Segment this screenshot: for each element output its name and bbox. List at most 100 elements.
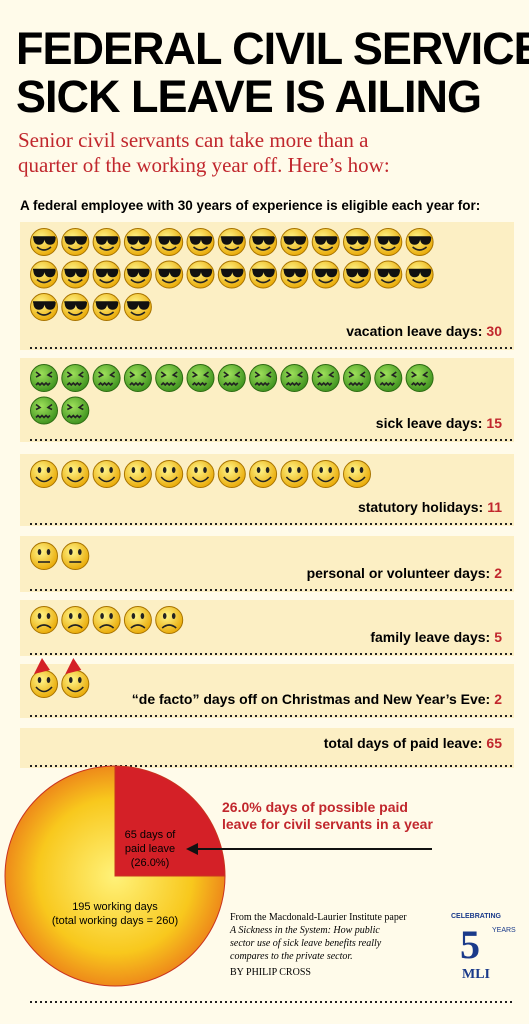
icon [186,460,215,488]
eye [328,467,332,473]
icon [92,260,121,289]
face [155,460,184,488]
eye [46,467,51,473]
face [61,228,90,256]
icon [92,606,121,634]
face [155,364,184,392]
glasses [158,236,181,245]
eyes [66,371,84,378]
glasses [33,301,56,310]
source-line: A Sickness in the System: How public [229,925,380,936]
mouth [129,381,145,387]
icon [30,542,58,570]
panel [20,664,514,718]
glasses [33,236,56,245]
face [343,260,371,289]
leave-row: family leave days: 5 [20,600,515,656]
value: 11 [487,499,502,515]
icon [280,228,309,256]
eyes [379,371,397,378]
glasses [220,236,244,245]
face [30,460,58,488]
glasses [95,236,119,245]
subtitle: quarter of the working year off. Here’s … [18,153,390,177]
eye [225,467,230,473]
face [374,228,403,256]
mouth [255,278,271,284]
slice-label: (total working days = 260) [52,915,178,927]
leave-row: vacation leave days: 30 [20,222,515,350]
mouth [36,278,52,284]
title: FEDERAL CIVIL SERVICE [16,23,529,74]
mouth [67,311,83,316]
subtitle: Senior civil servants can take more than… [18,128,369,152]
icon [343,228,371,256]
row-label: vacation leave days: 30 [346,323,502,339]
mouth [254,476,272,483]
face [280,260,309,289]
mouth [380,278,396,284]
icon [30,228,58,256]
eyes [98,371,116,378]
eye [288,467,292,473]
label: personal or volunteer days: [307,565,491,581]
eye [350,467,355,473]
eye [162,467,167,473]
label: total days of paid leave: [324,735,483,751]
mouth [35,476,53,483]
face [343,460,371,488]
icon [405,228,434,256]
face [123,460,152,488]
face [374,364,403,392]
mouth [191,476,210,483]
icon [280,460,309,488]
face [61,396,90,425]
face [30,606,58,634]
label: vacation leave days: [346,323,482,339]
face [123,293,152,321]
eye [46,613,51,619]
mouth [191,381,208,387]
row-label: total days of paid leave: 65 [324,735,503,751]
icon [123,228,152,256]
label: sick leave days: [376,415,483,431]
face [343,228,371,256]
eyes [348,371,366,378]
eye [78,613,82,619]
mouth [67,246,83,251]
face [280,460,309,488]
icon [280,364,309,392]
mouth [318,246,334,251]
mouth [412,246,428,251]
eye [131,467,136,473]
mouth [285,476,303,483]
eyes [35,371,53,378]
icon [30,606,58,634]
eyes [223,371,241,378]
mouth [160,476,178,483]
face [30,293,58,321]
mouth [36,246,52,251]
face [30,260,58,289]
eyes [254,371,272,378]
icon [61,228,90,256]
icon [186,228,215,256]
glasses [158,268,181,278]
glasses [95,268,119,278]
glasses [126,236,150,245]
icon [61,396,90,425]
icon [61,260,90,289]
eyes [129,371,147,378]
leave-row: personal or volunteer days: 2 [20,536,515,592]
icon [61,542,90,570]
eyes [317,371,335,378]
face [92,460,121,488]
glasses [314,268,338,278]
eye [69,677,73,683]
face [92,228,121,256]
title: SICK LEAVE IS AILING [16,71,481,122]
icon [249,460,278,488]
face [30,396,58,425]
glasses [64,236,88,245]
